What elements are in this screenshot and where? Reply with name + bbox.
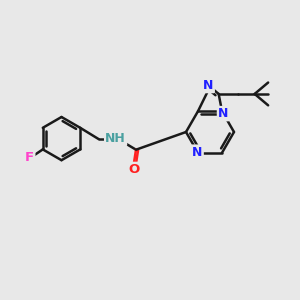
Text: N: N [203, 79, 214, 92]
Text: N: N [218, 107, 228, 120]
Text: N: N [192, 146, 203, 159]
Text: O: O [128, 163, 139, 176]
Text: NH: NH [105, 132, 126, 145]
Text: F: F [25, 151, 34, 164]
